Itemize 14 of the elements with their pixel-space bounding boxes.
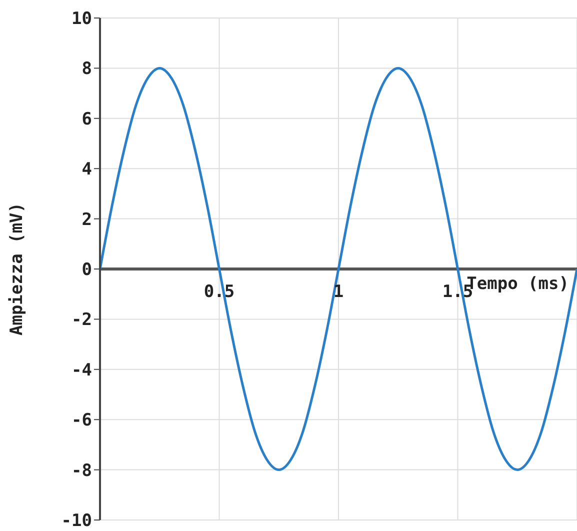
line-series [100, 66, 577, 472]
y-tick-label: -8 [72, 460, 92, 481]
y-tick-label: 6 [82, 109, 92, 130]
y-tick-label: 10 [72, 9, 92, 30]
y-tick-label: 2 [82, 210, 92, 230]
y-tick-label: -2 [72, 310, 92, 330]
y-tick-label: -4 [72, 360, 92, 380]
y-tick-label: 0 [82, 260, 92, 280]
y-axis-title: Ampiezza (mV) [7, 202, 28, 336]
x-tick-label: 1 [333, 282, 344, 302]
y-tick-label: 4 [82, 160, 92, 180]
y-tick-label: -6 [72, 410, 92, 431]
y-tick-label: -10 [61, 511, 92, 531]
y-tick-label: 8 [82, 59, 92, 80]
